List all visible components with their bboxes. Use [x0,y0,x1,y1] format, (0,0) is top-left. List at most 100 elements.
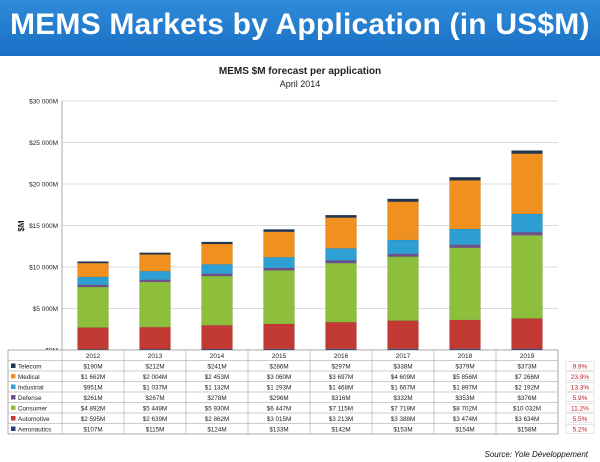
data-label: $158M [517,426,536,433]
legend-swatch [11,426,16,431]
data-label: $115M [146,426,165,433]
bar-segment-defense [263,267,295,271]
cagr-box [565,424,595,434]
data-label: $153M [393,426,412,433]
y-tick-label: $10 000M [29,265,58,272]
data-label: $1 037M [143,384,168,391]
data-label: $1 662M [81,374,106,381]
data-label: $3 474M [453,416,478,423]
x-tick-label: 2015 [272,353,287,360]
legend-entry: Medical [18,374,40,381]
data-label: $10 032M [513,405,541,412]
bar-segment-medical [449,180,481,230]
y-tick-label: $15 000M [29,223,58,230]
data-label: $261M [83,395,102,402]
bar-segment-industrial [449,228,481,245]
bar-segment-defense [449,244,481,248]
data-label: $3 213M [329,416,354,423]
data-label: $241M [207,363,226,370]
bar-segment-defense [139,279,171,283]
cagr-label: 11.2% [571,405,589,412]
legend-swatch [11,384,16,389]
x-tick-label: 2014 [210,353,225,360]
legend-entry: Consumer [18,405,47,412]
data-label: $107M [83,426,102,433]
y-tick-label: $25 000M [29,140,58,147]
y-axis-label: $M [17,220,26,231]
source-note: Source: Yole Développement [484,450,588,459]
x-tick-label: 2018 [458,353,473,360]
legend-entry: Defense [18,395,42,402]
title-banner: MEMS Markets by Application (in US$M) [0,0,600,56]
bar-segment-automotive [387,320,419,349]
data-label: $1 293M [267,384,292,391]
legend-swatch [11,363,16,368]
data-label: $190M [83,363,102,370]
bar-segment-telecom [511,150,543,154]
data-label: $7 266M [515,374,540,381]
data-label: $373M [517,363,536,370]
data-label: $2 453M [205,374,230,381]
data-label: $2 004M [143,374,168,381]
data-label: $1 897M [453,384,478,391]
bar-segment-consumer [139,281,171,328]
data-label: $8 702M [453,405,478,412]
data-label: $3 388M [391,416,416,423]
data-label: $3 060M [267,374,292,381]
data-label: $267M [145,395,164,402]
x-tick-label: 2016 [334,353,349,360]
data-label: $338M [393,363,412,370]
data-label: $353M [455,395,474,402]
data-label: $6 447M [267,405,292,412]
data-label: $4 609M [391,374,416,381]
data-label: $124M [207,426,226,433]
legend-entry: Industrial [18,384,44,391]
cagr-box [565,403,595,413]
y-tick-label: $30 000M [29,99,58,106]
bar-segment-defense [511,231,543,236]
bar-segment-medical [387,201,419,241]
bar-segment-telecom [263,229,295,232]
bar-segment-consumer [511,235,543,319]
cagr-box [565,392,595,402]
bar-segment-automotive [325,321,357,350]
bar-segment-industrial [139,270,171,280]
data-label: $332M [393,395,412,402]
data-label: $379M [455,363,474,370]
data-label: $1 468M [329,384,354,391]
bar-segment-industrial [511,213,543,233]
bar-segment-defense [77,284,109,288]
bar-segment-telecom [139,252,171,255]
data-label: $2 862M [205,416,230,423]
bar-segment-medical [77,262,109,278]
legend-entry: Telecom [18,363,41,370]
bar-segment-automotive [263,323,295,350]
data-label: $142M [331,426,350,433]
bar-segment-telecom [387,198,419,202]
data-label: $5 856M [453,374,478,381]
legend-entry: Aeronautics [18,426,51,433]
bar-segment-medical [263,231,295,258]
x-tick-label: 2012 [86,353,101,360]
bar-segment-automotive [511,318,543,349]
cagr-label: 5.9% [573,395,588,402]
bar-segment-defense [201,273,233,277]
legend-swatch [11,395,16,400]
bar-segment-industrial [201,264,233,274]
data-label: $1 667M [391,384,416,391]
data-label: $7 719M [391,405,416,412]
chart-subtitle: April 2014 [279,79,321,89]
bar-segment-telecom [325,214,357,218]
data-label: $212M [145,363,164,370]
legend-swatch [11,374,16,379]
data-label: $3 015M [267,416,292,423]
cagr-box [565,413,595,423]
y-tick-label: $5 000M [33,306,58,313]
cagr-label: 5.5% [573,416,588,423]
bar-segment-defense [387,253,419,257]
data-label: $2 595M [81,416,106,423]
x-tick-label: 2013 [148,353,163,360]
cagr-label: 13.3% [571,384,590,391]
data-label: $297M [331,363,350,370]
bar-segment-industrial [77,276,109,286]
